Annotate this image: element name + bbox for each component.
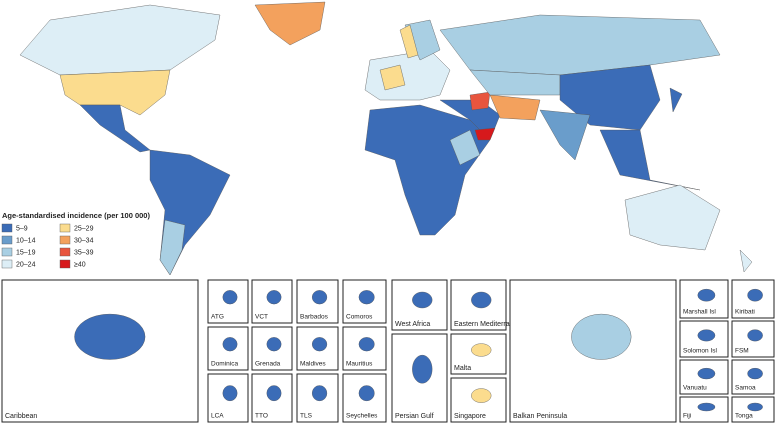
country	[449, 129, 481, 166]
inset-label: Comoros	[346, 314, 373, 321]
inset-label: Fiji	[683, 413, 691, 420]
inset-label: Samoa	[735, 385, 756, 392]
inset-label: Persian Gulf	[395, 413, 434, 420]
inset-label: Vanuatu	[683, 385, 707, 392]
inset-land	[222, 290, 238, 305]
country	[399, 24, 419, 59]
inset-land	[747, 288, 763, 302]
inset-land	[311, 290, 328, 305]
legend-label: 30–34	[74, 237, 94, 244]
inset-land	[697, 288, 716, 302]
inset-land	[747, 402, 763, 412]
inset-label: LCA	[211, 413, 224, 420]
inset-label: ATG	[211, 314, 224, 321]
inset-label: Maldives	[300, 361, 326, 368]
inset-label: Tonga	[735, 413, 753, 420]
inset-label: Dominica	[211, 361, 238, 368]
inset-label: West Africa	[395, 321, 430, 328]
legend-swatch	[1, 247, 13, 257]
world-map	[19, 1, 753, 276]
inset-label: VCT	[255, 314, 268, 321]
inset-frame	[679, 320, 729, 358]
country	[254, 1, 326, 46]
inset-label: FSM	[735, 348, 749, 355]
legend: Age-standardised incidence (per 100 000)…	[1, 211, 150, 269]
inset-land	[222, 337, 238, 352]
country	[379, 64, 406, 91]
inset-land	[747, 329, 763, 342]
inset-label: Mauritius	[346, 361, 373, 368]
country	[624, 184, 721, 251]
inset-land	[571, 313, 632, 360]
inset-land	[74, 313, 146, 360]
country	[599, 129, 701, 191]
inset-land	[311, 337, 328, 352]
inset-land	[311, 385, 328, 402]
country	[669, 87, 683, 113]
inset-label: Balkan Peninsula	[513, 413, 567, 420]
inset-frame	[731, 320, 775, 358]
legend-label: 10–14	[16, 237, 36, 244]
inset-label: Singapore	[454, 413, 486, 420]
legend-label: 35–39	[74, 249, 94, 256]
inset-label: Caribbean	[5, 413, 37, 420]
inset-land	[471, 388, 492, 403]
country	[474, 127, 496, 141]
inset-land	[266, 385, 282, 402]
inset-label: Grenada	[255, 361, 281, 368]
country	[489, 94, 541, 121]
inset-land	[358, 290, 375, 305]
legend-label: ≥40	[74, 261, 86, 268]
country	[439, 14, 721, 76]
inset-label: Kiribati	[735, 309, 755, 316]
inset-label: Seychelles	[346, 413, 378, 420]
country	[59, 69, 171, 116]
inset-land	[412, 354, 433, 384]
inset-label: Barbados	[300, 314, 329, 321]
inset-label: Marshall Isl	[683, 309, 716, 316]
country	[364, 49, 451, 101]
legend-swatch	[59, 247, 71, 257]
legend-swatch	[59, 259, 71, 269]
country	[739, 249, 753, 273]
inset-land	[222, 385, 238, 402]
inset-land	[412, 291, 433, 309]
legend-label: 25–29	[74, 225, 94, 232]
inset-label: TTO	[255, 413, 268, 420]
inset-land	[266, 337, 282, 352]
inset-land	[471, 291, 492, 309]
insets: Caribbean ATG Dominica LCA VCT Grenada TTO Barb…	[1, 279, 775, 423]
country	[19, 4, 221, 76]
inset-land	[697, 367, 716, 380]
legend-swatch	[1, 259, 13, 269]
inset-label: Malta	[454, 365, 471, 372]
legend-swatch	[1, 235, 13, 245]
inset-label: Solomon Isl	[683, 348, 718, 355]
legend-title: Age-standardised incidence (per 100 000)	[2, 211, 150, 220]
legend-label: 5–9	[16, 225, 28, 232]
inset-land	[697, 329, 716, 342]
country	[469, 91, 491, 111]
country	[539, 109, 591, 161]
country	[364, 104, 491, 236]
inset-land	[358, 385, 375, 402]
legend-swatch	[59, 235, 71, 245]
inset-frame	[342, 279, 387, 324]
legend-swatch	[59, 223, 71, 233]
inset-label: Eastern Mediterranean	[454, 321, 525, 328]
country	[159, 219, 186, 276]
legend-label: 15–19	[16, 249, 36, 256]
inset-land	[358, 337, 375, 352]
legend-swatch	[1, 223, 13, 233]
inset-label: TLS	[300, 413, 313, 420]
inset-land	[747, 367, 763, 380]
legend-label: 20–24	[16, 261, 36, 268]
inset-land	[471, 343, 492, 357]
inset-land	[266, 290, 282, 305]
inset-land	[697, 402, 716, 412]
